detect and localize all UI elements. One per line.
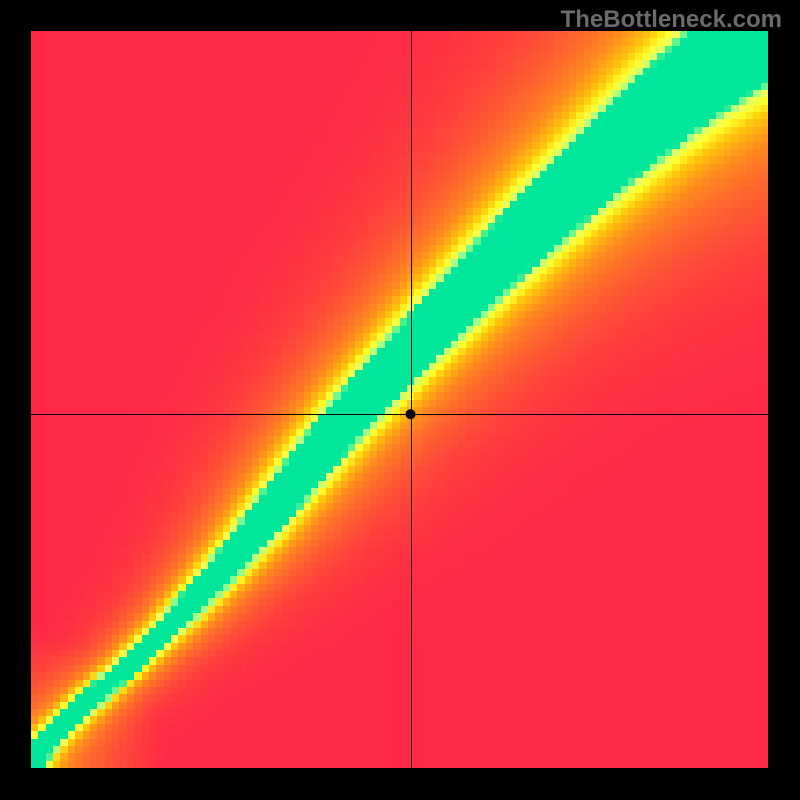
heatmap-canvas xyxy=(0,0,800,800)
chart-container: TheBottleneck.com xyxy=(0,0,800,800)
watermark-text: TheBottleneck.com xyxy=(561,6,782,34)
